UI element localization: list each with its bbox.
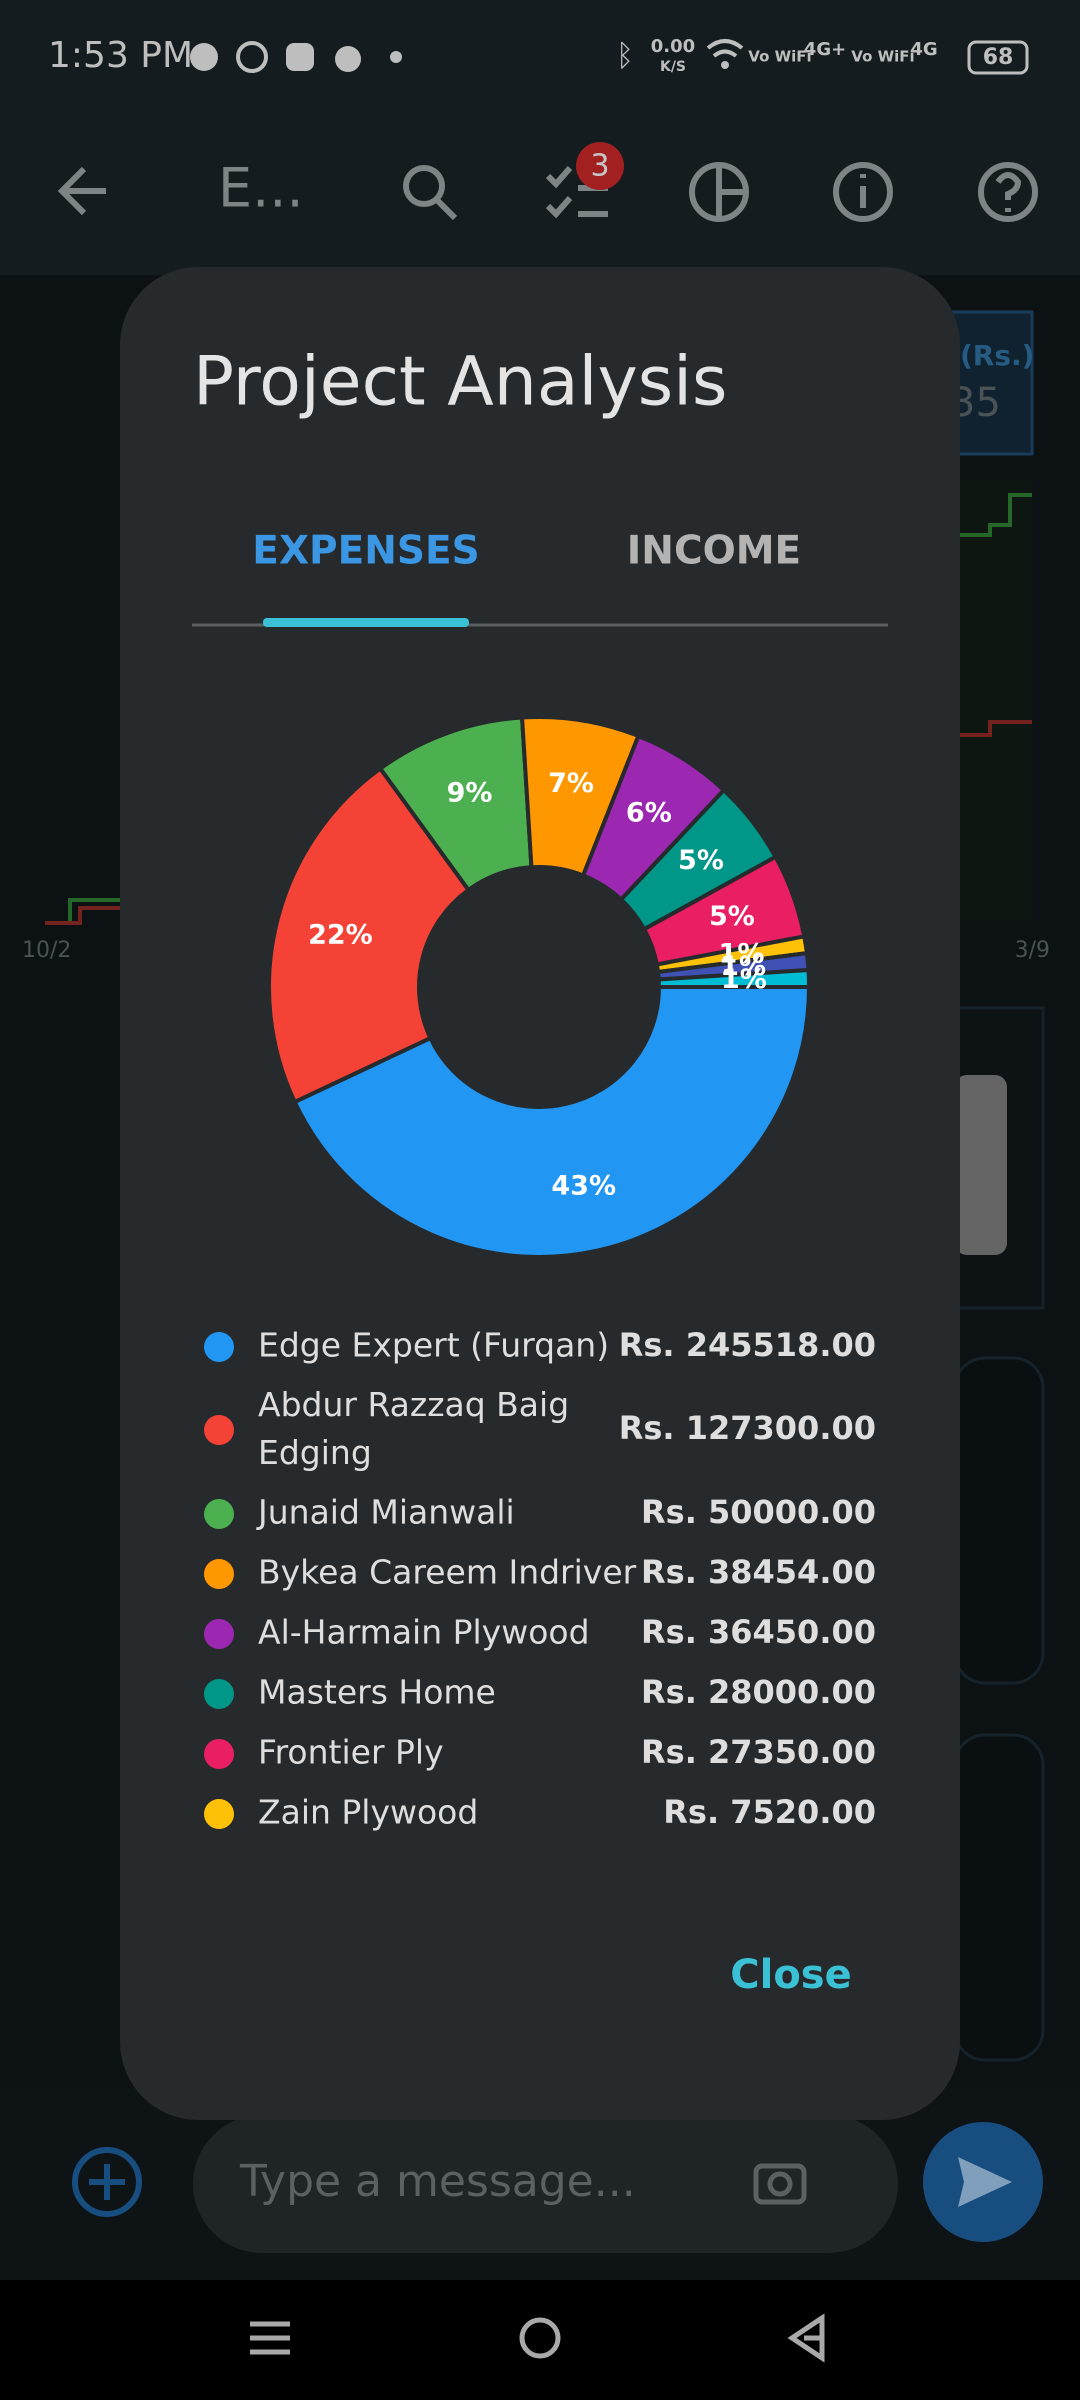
legend-swatch [204, 1415, 234, 1445]
bg-x-label: 3/9 [1015, 938, 1050, 963]
dialog-title: Project Analysis [193, 343, 727, 422]
slice-label: 9% [447, 778, 493, 809]
legend-swatch [204, 1799, 234, 1829]
bg-line [960, 720, 1032, 737]
pie-slice [656, 967, 812, 989]
legend-name: Junaid Mianwali [256, 1493, 515, 1532]
wifi-icon-dot [721, 61, 729, 69]
battery-level: 68 [983, 45, 1014, 70]
bg-line [960, 493, 1032, 537]
bluetooth-icon: ᛒ [616, 39, 634, 74]
bg-image [955, 1075, 1007, 1255]
slice-label: 1% [719, 938, 765, 969]
pie-slice [267, 765, 472, 1105]
net-speed: 0.00 [651, 36, 695, 57]
slice-label: 5% [709, 901, 755, 932]
legend-amount: Rs. 38454.00 [641, 1553, 876, 1591]
legend-amount: Rs. 27350.00 [641, 1733, 876, 1771]
camera-button[interactable] [753, 2163, 807, 2205]
legend-name: Masters Home [258, 1673, 496, 1712]
legend: Edge Expert (Furqan) Rs. 245518.00 Abdur R… [204, 1326, 876, 1832]
wifi-call: Vo WiFi [851, 48, 914, 66]
legend-amount: Rs. 36450.00 [641, 1613, 876, 1651]
attach-button[interactable] [72, 2147, 142, 2217]
legend-swatch [204, 1559, 234, 1589]
tab-indicator [263, 618, 469, 627]
summary-label: (Rs.) [960, 339, 1034, 372]
nav-bar [0, 2280, 1080, 2400]
status-notification-icons [190, 41, 402, 73]
tab[interactable]: INCOME [627, 529, 801, 574]
slice-label: 1% [721, 964, 767, 995]
slice-label: 6% [626, 797, 672, 828]
wifi-icon [706, 39, 744, 58]
legend-name: Bykea Careem Indriver [258, 1553, 637, 1592]
legend-swatch [204, 1499, 234, 1529]
legend-amount: Rs. 28000.00 [641, 1673, 876, 1711]
legend-name: Frontier Ply [258, 1733, 444, 1772]
bg-line [45, 906, 120, 925]
legend-amount: Rs. 245518.00 [619, 1326, 876, 1364]
pie-slice [292, 985, 812, 1259]
status-time: 1:53 PM [48, 35, 193, 76]
message-placeholder: Type a message... [239, 2156, 636, 2207]
network: 4G [910, 39, 937, 60]
close-button[interactable]: Close [730, 1952, 851, 1998]
dialog: Project Analysis EXPENSES INCOME 43% 22% 9… [120, 267, 960, 2120]
wifi-call: Vo WiFi [748, 48, 811, 66]
slice-label: 5% [678, 845, 724, 876]
icon [335, 46, 361, 72]
icon [236, 41, 268, 73]
search-button[interactable] [403, 165, 458, 221]
legend-name: Al-Harmain Plywood [258, 1613, 590, 1652]
battery-outline [967, 40, 1029, 75]
legend-swatch [204, 1679, 234, 1709]
net-speed-unit: K/S [660, 59, 686, 75]
icon [390, 51, 402, 63]
nav-menu[interactable] [250, 2321, 290, 2355]
legend-name: Zain Plywood [258, 1793, 478, 1832]
legend-name: Edge Expert (Furqan) [258, 1326, 609, 1365]
app-bar-title: E... [218, 157, 304, 220]
nav-back[interactable] [787, 2313, 825, 2363]
analysis-button[interactable] [689, 162, 749, 222]
legend-amount: Rs. 127300.00 [619, 1409, 876, 1447]
legend-name: Abdur Razzaq Baig Edging [258, 1385, 569, 1472]
help-button[interactable] [978, 162, 1038, 222]
app-bar-background [0, 0, 1080, 275]
pie-chart: 43%22%9% 7%6%5%5%1%1%1% [267, 715, 812, 1259]
network: 4G+ [804, 39, 846, 60]
message-input[interactable] [193, 2115, 898, 2253]
legend-amount: Rs. 50000.00 [641, 1493, 876, 1531]
icon [190, 43, 218, 71]
bg-chart-area [960, 480, 1032, 920]
tab[interactable]: EXPENSES [252, 529, 479, 574]
nav-home[interactable] [519, 2317, 561, 2359]
badge [576, 142, 624, 190]
slice-label: 22% [308, 920, 373, 951]
legend-swatch [204, 1739, 234, 1769]
badge-count: 3 [590, 149, 609, 184]
slice-label: 43% [551, 1171, 616, 1202]
slice-label: 7% [548, 768, 594, 799]
legend-amount: Rs. 7520.00 [663, 1793, 876, 1831]
send-icon [958, 2157, 1012, 2207]
info-button[interactable] [833, 162, 893, 222]
icon [286, 43, 314, 71]
back-button[interactable] [57, 166, 106, 216]
legend-swatch [204, 1619, 234, 1649]
tasks-button[interactable] [545, 166, 608, 219]
slice-label: 1% [720, 951, 766, 982]
legend-swatch [204, 1332, 234, 1362]
bg-x-label: 10/2 [22, 938, 71, 963]
